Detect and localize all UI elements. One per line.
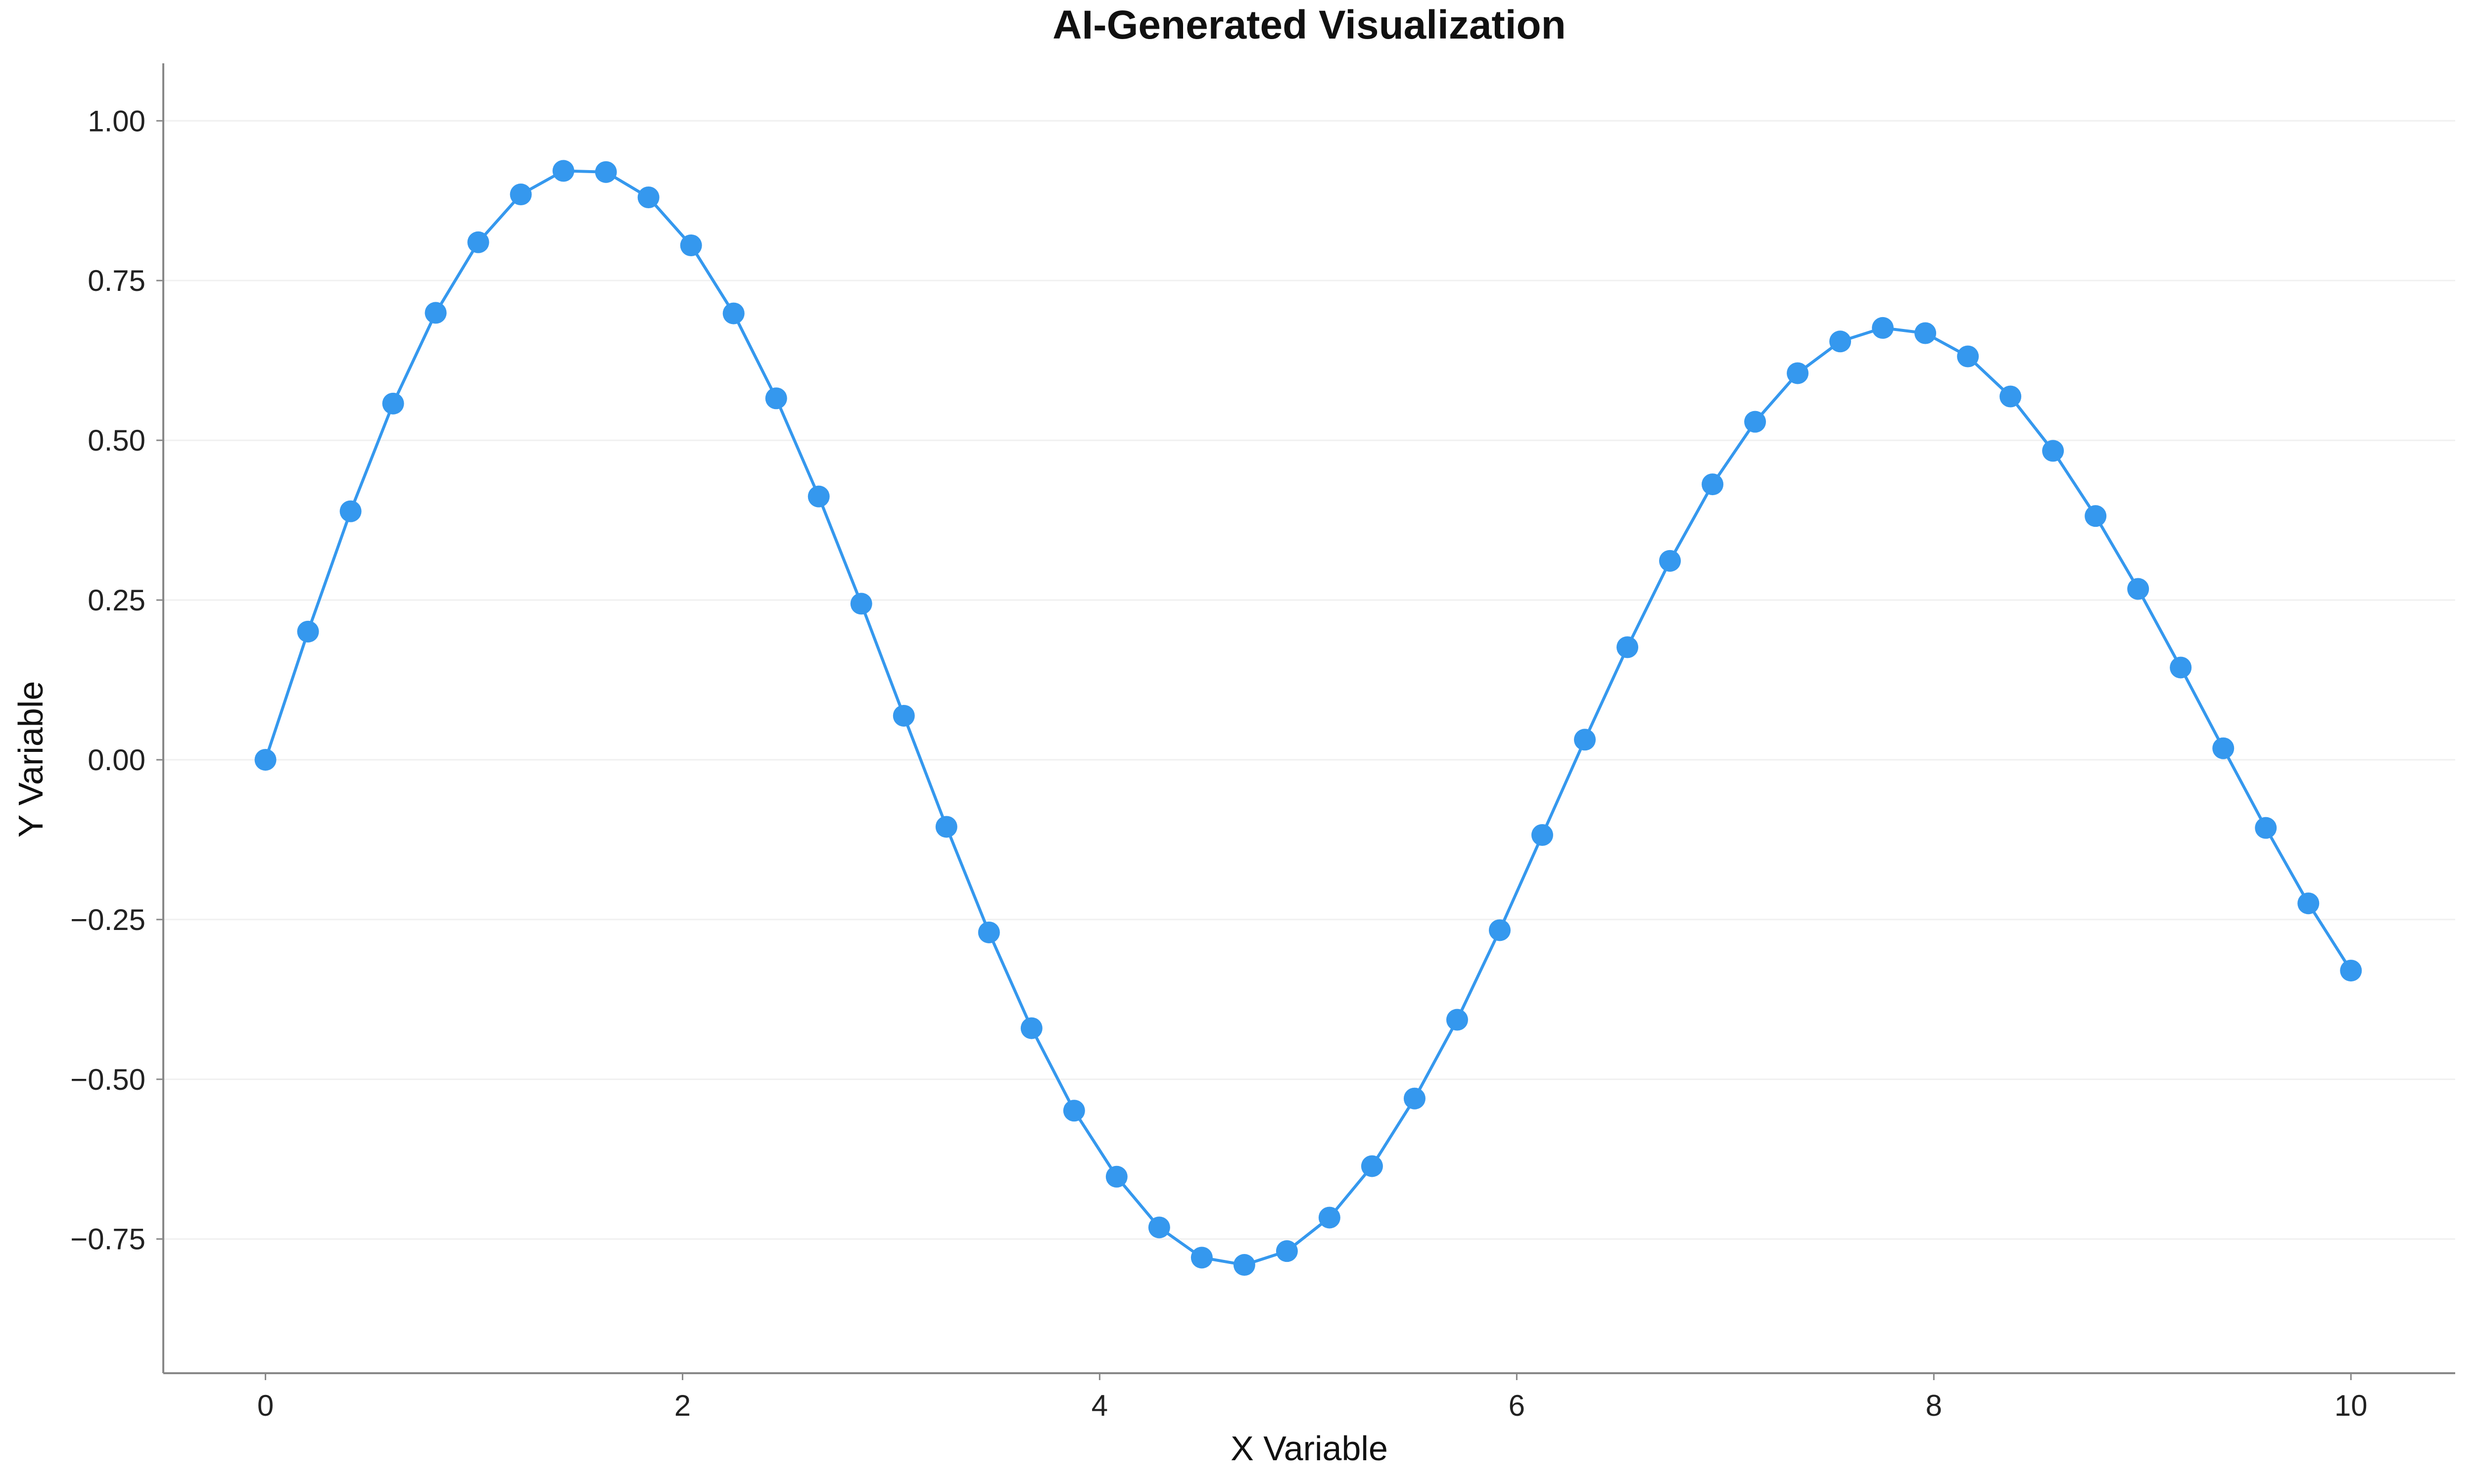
data-point [722, 302, 745, 325]
series-group [254, 160, 2362, 1276]
data-point [2042, 440, 2064, 462]
data-point [382, 392, 404, 415]
y-ticks: −0.75 −0.50 −0.25 0.00 0.25 0.50 0.75 1.00 [70, 104, 163, 1256]
data-point [1446, 1009, 1468, 1031]
data-point [1999, 385, 2022, 408]
chart-title: AI-Generated Visualization [1052, 2, 1566, 47]
data-point [850, 593, 872, 615]
data-point [1659, 550, 1681, 572]
data-point [1531, 824, 1553, 846]
data-point [1361, 1155, 1383, 1177]
data-point [339, 500, 362, 522]
data-point [2255, 817, 2277, 839]
data-point [1403, 1087, 1426, 1110]
data-point [637, 186, 660, 209]
data-point [1190, 1247, 1213, 1269]
y-tick-label: 1.00 [88, 104, 145, 138]
data-point [297, 620, 319, 643]
x-tick-label: 8 [1926, 1389, 1942, 1422]
y-tick-label: 0.75 [88, 264, 145, 297]
y-tick-label: 0.25 [88, 584, 145, 617]
y-tick-label: 0.50 [88, 424, 145, 457]
data-point [978, 921, 1000, 943]
x-ticks: 0 2 4 6 8 10 [257, 1373, 2368, 1422]
data-point [2340, 960, 2362, 982]
data-point [1914, 322, 1937, 344]
x-tick-label: 6 [1509, 1389, 1525, 1422]
data-point [1233, 1254, 1255, 1276]
data-point [1318, 1206, 1340, 1229]
data-point [1148, 1216, 1170, 1239]
data-point [1617, 636, 1639, 658]
data-point [765, 387, 787, 410]
y-axis-label: Y Variable [11, 681, 50, 838]
data-point [254, 748, 277, 771]
y-tick-label: 0.00 [88, 743, 145, 777]
data-point [2170, 656, 2192, 679]
data-point [1829, 330, 1852, 353]
x-tick-label: 10 [2334, 1389, 2368, 1422]
y-tick-label: −0.25 [70, 903, 145, 936]
data-point [2085, 505, 2107, 527]
y-tick-label: −0.75 [70, 1223, 145, 1256]
x-tick-label: 0 [257, 1389, 274, 1422]
data-point [1276, 1240, 1298, 1262]
data-point [1020, 1017, 1043, 1039]
data-point [1702, 473, 1724, 496]
data-point [1744, 411, 1766, 433]
data-point [510, 184, 532, 206]
data-point [680, 234, 702, 257]
series-line [264, 169, 2352, 1267]
data-point [1872, 317, 1894, 339]
gridlines [163, 120, 2455, 1240]
x-tick-label: 2 [674, 1389, 691, 1422]
data-point [467, 231, 489, 253]
data-point [1105, 1165, 1128, 1188]
data-point [1787, 362, 1809, 384]
data-point [1957, 345, 1979, 368]
data-point [1063, 1100, 1085, 1122]
data-point [425, 302, 447, 324]
data-point [1488, 919, 1511, 941]
data-point [2297, 892, 2320, 915]
data-point [893, 704, 915, 727]
data-point [1573, 729, 1596, 751]
data-point [808, 485, 830, 508]
data-point [595, 161, 617, 183]
y-tick-label: −0.50 [70, 1063, 145, 1096]
data-point [552, 160, 574, 182]
data-point [2127, 578, 2149, 600]
x-axis-label: X Variable [1231, 1429, 1388, 1468]
x-tick-label: 4 [1092, 1389, 1108, 1422]
data-point [2212, 737, 2235, 759]
data-point [935, 816, 957, 838]
